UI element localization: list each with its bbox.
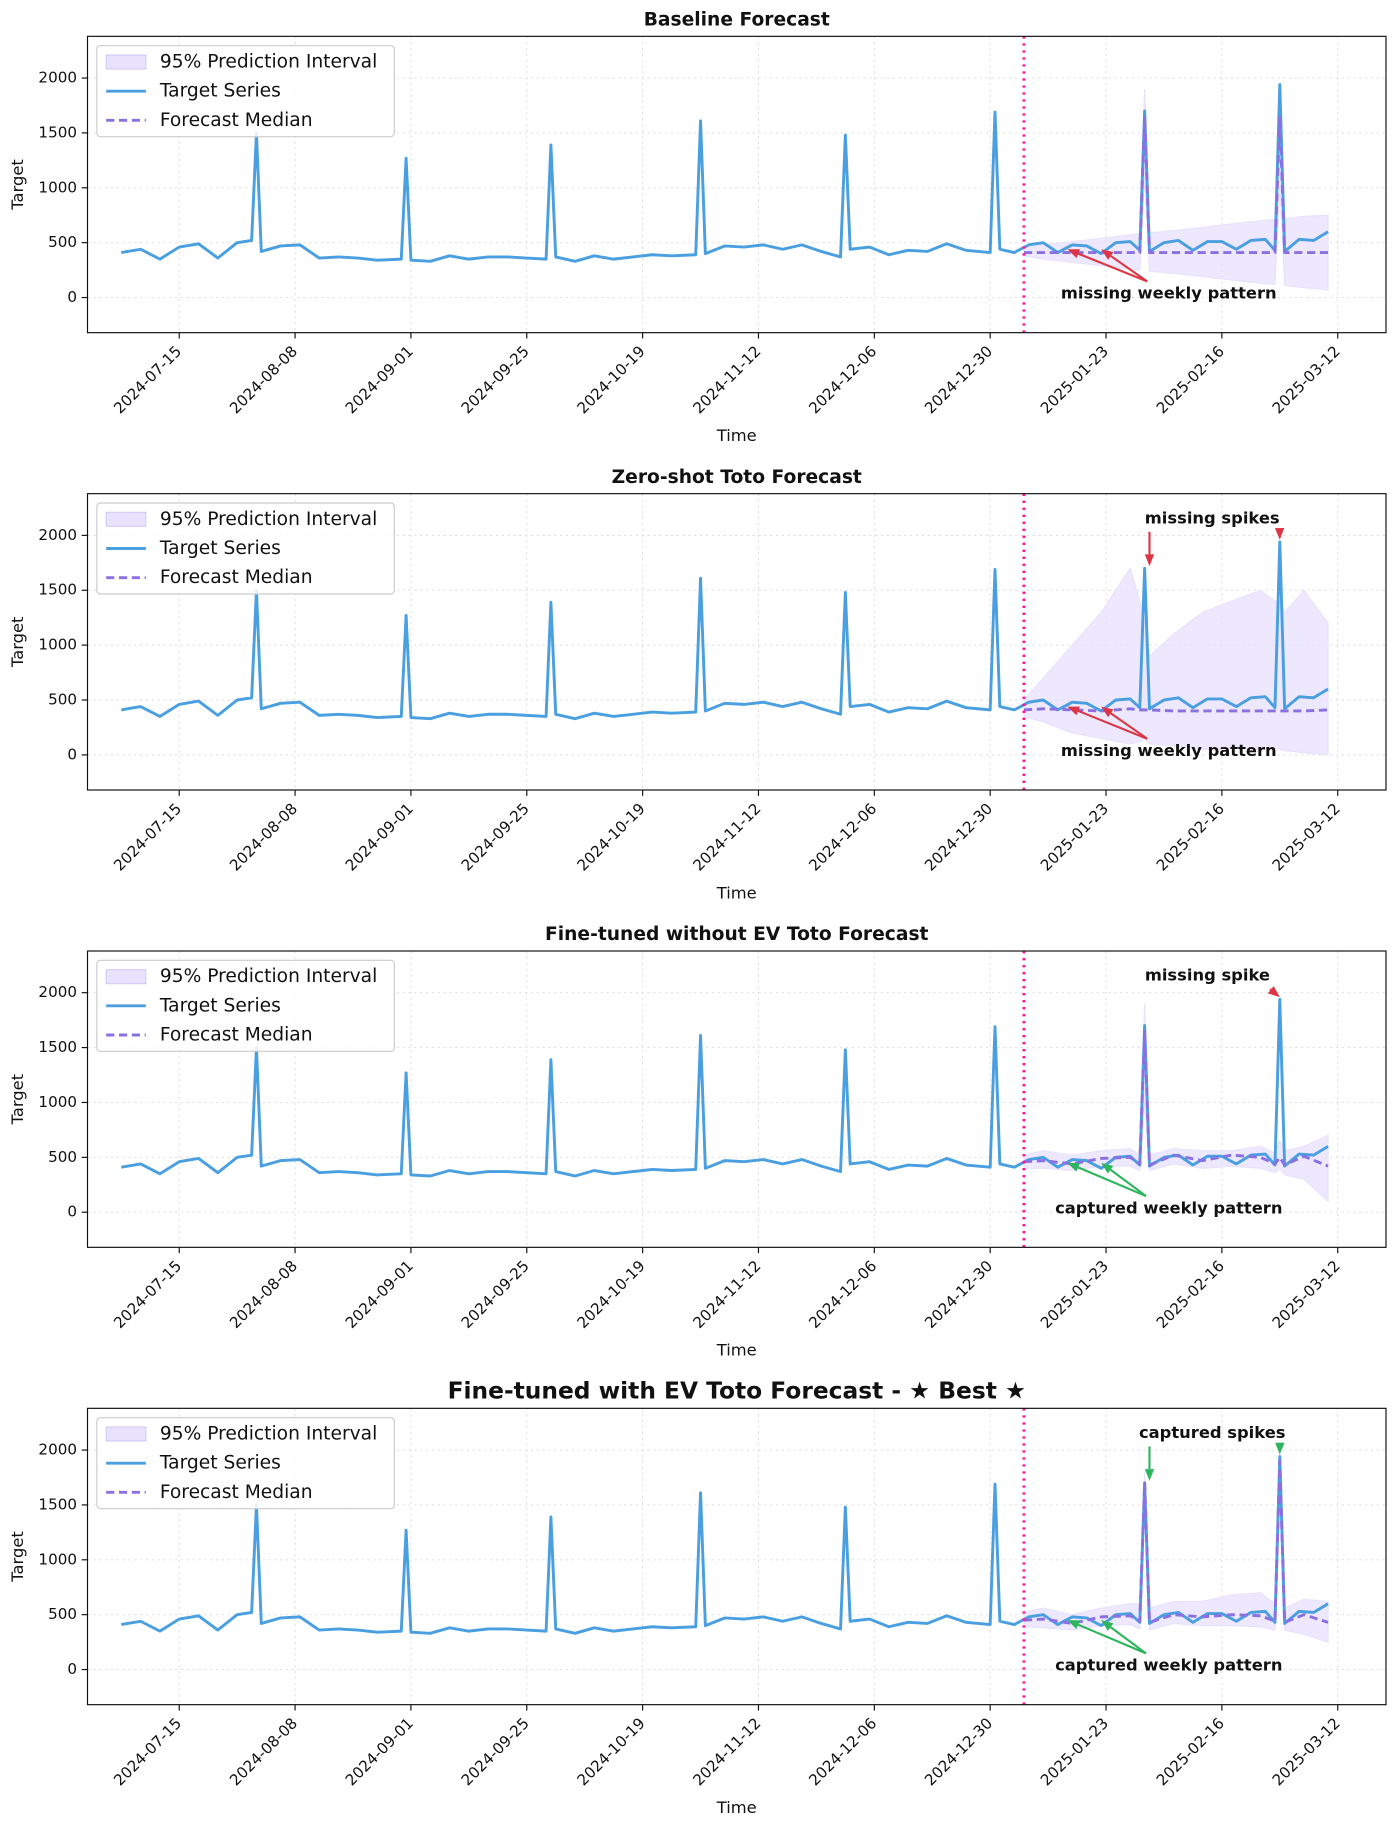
forecast-median: [1023, 114, 1329, 255]
y-tick-label: 1000: [38, 1093, 77, 1111]
arrow-head: [1275, 1442, 1285, 1455]
y-tick-label: 500: [48, 1605, 77, 1623]
legend-box: [96, 502, 395, 595]
x-axis-label: Time: [716, 1341, 757, 1360]
target-line: [121, 540, 1329, 721]
axes-frame: [86, 35, 1387, 334]
annotation-arrow: [1077, 1623, 1147, 1655]
y-tick-label: 1500: [38, 123, 77, 141]
legend-label: Forecast Median: [160, 110, 313, 131]
y-axis-label: Target: [8, 1073, 27, 1125]
y-tick-label: 1000: [38, 1550, 77, 1568]
y-tick-label: 500: [48, 233, 77, 251]
annotation: captured weekly pattern: [1055, 1656, 1282, 1675]
x-axis-label: Time: [716, 426, 757, 445]
arrow-head: [1274, 528, 1285, 540]
y-tick-label: 0: [67, 288, 77, 306]
y-tick-label: 0: [67, 745, 77, 763]
annotation: captured weekly pattern: [1055, 1198, 1282, 1217]
legend-box: [96, 959, 395, 1052]
arrow-head: [1067, 249, 1080, 258]
y-tick-label: 1500: [38, 1038, 77, 1056]
legend-box: [96, 1417, 395, 1510]
y-tick-label: 2000: [38, 1441, 77, 1459]
panel-title: Fine-tuned without EV Toto Forecast: [545, 924, 929, 945]
forecast-median: [1023, 1459, 1329, 1625]
y-tick-label: 1000: [38, 178, 77, 196]
legend-box: [96, 45, 395, 138]
legend-label: Target Series: [159, 995, 281, 1016]
arrow-head: [1101, 706, 1114, 718]
panel-title: Zero-shot Toto Forecast: [612, 467, 862, 488]
x-axis-label: Time: [716, 1798, 757, 1817]
arrow-head: [1144, 554, 1155, 567]
arrow-head: [1067, 1162, 1080, 1172]
annotation-arrow: [1109, 1626, 1147, 1655]
arrow-head: [1267, 986, 1280, 998]
target-line: [121, 83, 1329, 263]
legend-label: Forecast Median: [160, 1024, 313, 1045]
panel-title: Baseline Forecast: [644, 9, 830, 30]
arrow-head: [1101, 1620, 1114, 1631]
y-tick-label: 500: [48, 691, 77, 709]
panel-title: Fine-tuned with EV Toto Forecast - ★ Bes…: [448, 1377, 1026, 1405]
axes-frame: [86, 950, 1387, 1248]
axes-frame: [86, 493, 1387, 791]
forecast-median: [1023, 1029, 1329, 1168]
forecast-median: [1023, 707, 1329, 713]
annotation-arrow: [1109, 1168, 1147, 1197]
legend-label: Target Series: [159, 1453, 281, 1474]
y-axis-label: Target: [8, 616, 27, 668]
target-line: [121, 997, 1329, 1178]
annotation-arrow: [1077, 1166, 1147, 1198]
annotation: missing weekly pattern: [1061, 284, 1277, 303]
y-axis-label: Target: [8, 159, 27, 211]
annotation: missing weekly pattern: [1061, 741, 1277, 760]
annotation-arrow: [1110, 255, 1148, 283]
arrow-head: [1067, 706, 1080, 716]
arrow-head: [1144, 1469, 1155, 1481]
annotation-arrow: [1110, 712, 1148, 740]
y-tick-label: 1500: [38, 1495, 77, 1513]
annotation: missing spike: [1145, 966, 1270, 985]
legend-label: Forecast Median: [160, 1482, 313, 1503]
arrow-head: [1067, 1620, 1080, 1630]
target-line: [121, 1455, 1329, 1635]
y-tick-label: 1000: [38, 636, 77, 654]
annotation: missing spikes: [1145, 508, 1280, 527]
y-tick-label: 1500: [38, 581, 77, 599]
legend-swatch: [105, 511, 147, 527]
y-tick-label: 2000: [38, 69, 77, 87]
y-tick-label: 2000: [38, 526, 77, 544]
legend-swatch: [105, 969, 147, 985]
legend-label: Forecast Median: [160, 567, 313, 588]
legend-label: 95% Prediction Interval: [160, 1424, 377, 1445]
axes-frame: [86, 1407, 1387, 1706]
legend-label: 95% Prediction Interval: [160, 509, 377, 530]
legend-swatch: [105, 54, 147, 70]
arrow-head: [1101, 1162, 1114, 1174]
annotation: captured spikes: [1139, 1423, 1286, 1442]
legend-label: Target Series: [159, 538, 281, 559]
y-tick-label: 0: [67, 1660, 77, 1678]
annotation-arrow: [1077, 252, 1148, 283]
x-axis-label: Time: [716, 883, 757, 902]
y-tick-label: 0: [67, 1203, 77, 1221]
legend-label: 95% Prediction Interval: [160, 52, 377, 73]
legend-label: Target Series: [159, 81, 281, 102]
y-axis-label: Target: [8, 1531, 27, 1583]
arrow-head: [1101, 249, 1114, 260]
annotation-arrow: [1077, 709, 1148, 740]
y-tick-label: 500: [48, 1148, 77, 1166]
legend-swatch: [105, 1426, 147, 1442]
annotation-arrow: [1269, 988, 1272, 991]
legend-label: 95% Prediction Interval: [160, 966, 377, 987]
y-tick-label: 2000: [38, 983, 77, 1001]
